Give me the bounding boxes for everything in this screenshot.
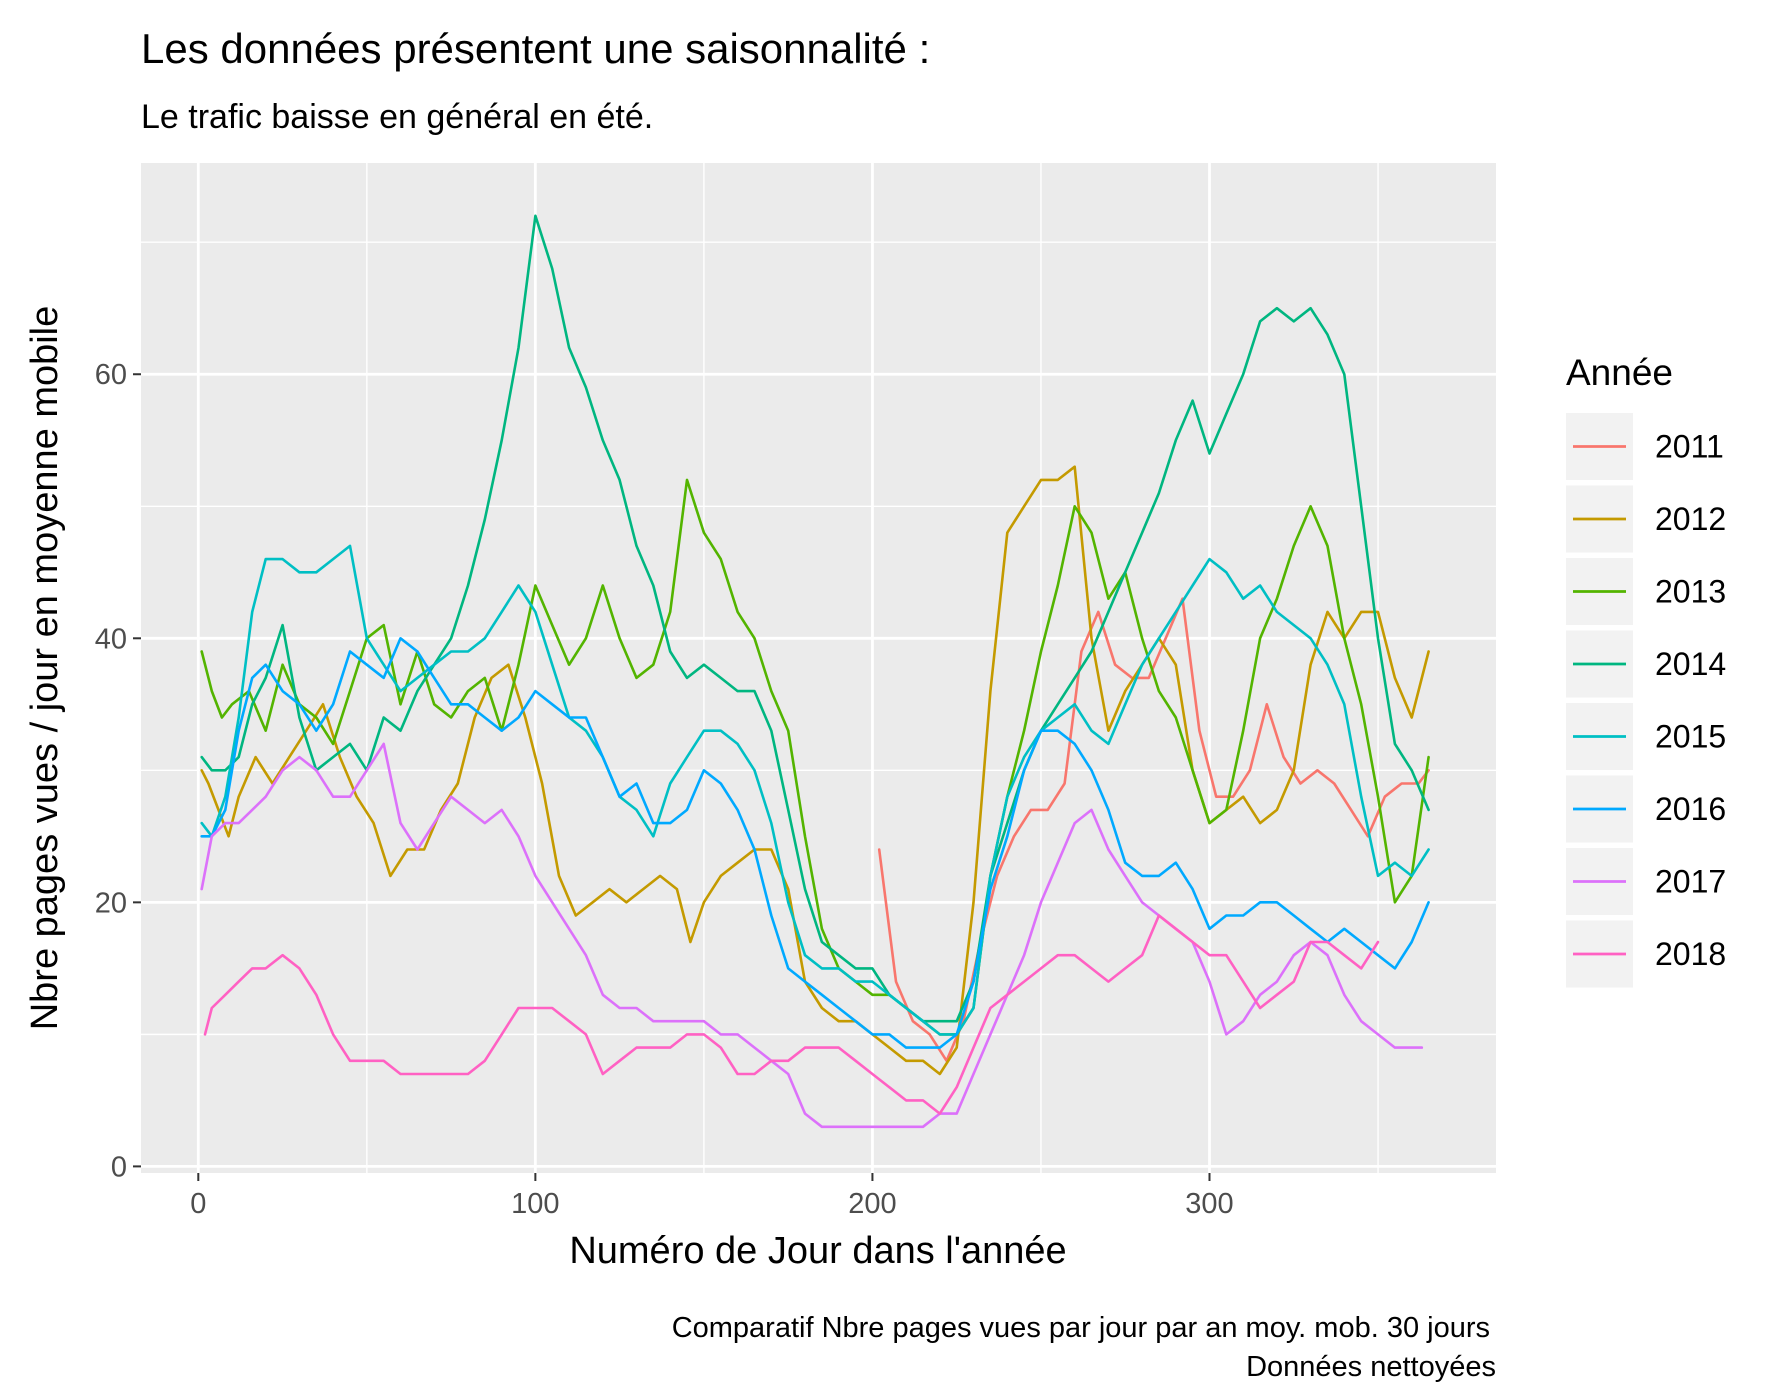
series-line-2014 — [200, 214, 1430, 1023]
series-lines — [200, 214, 1430, 1129]
y-tick-label: 40 — [95, 623, 127, 655]
series-line-2017 — [200, 742, 1424, 1129]
y-tick-label: 60 — [95, 359, 127, 391]
caption-line-2: Données nettoyées — [1246, 1351, 1496, 1383]
legend-label-2013: 2013 — [1655, 574, 1726, 610]
legend: 2011 2012 2013 2014 2015 2016 2017 2018 — [1566, 413, 1726, 988]
x-axis-title: Numéro de Jour dans l'année — [569, 1230, 1066, 1272]
grid-minor — [141, 163, 1496, 1173]
series-line-2016 — [200, 636, 1430, 1049]
x-tick-label: 0 — [190, 1188, 206, 1220]
legend-label-2016: 2016 — [1655, 791, 1726, 827]
legend-label-2012: 2012 — [1655, 501, 1726, 537]
legend-label-2014: 2014 — [1655, 646, 1726, 682]
series-line-2015 — [200, 544, 1430, 1036]
legend-label-2017: 2017 — [1655, 864, 1726, 900]
y-tick-label: 20 — [95, 887, 127, 919]
x-tick-label: 200 — [848, 1188, 896, 1220]
legend-title: Année — [1566, 352, 1673, 393]
series-line-2013 — [200, 478, 1430, 1036]
chart-title: Les données présentent une saisonnalité … — [141, 25, 930, 72]
y-axis-title: Nbre pages vues / jour en moyenne mobile — [24, 306, 66, 1031]
caption-line-1: Comparatif Nbre pages vues par jour par … — [672, 1312, 1490, 1344]
y-axis: 0 20 40 60 — [95, 359, 141, 1183]
legend-label-2011: 2011 — [1655, 429, 1724, 465]
x-axis: 0 100 200 300 — [190, 1173, 1234, 1220]
x-tick-label: 100 — [511, 1188, 559, 1220]
y-tick-label: 0 — [111, 1151, 127, 1183]
series-line-2018 — [203, 914, 1380, 1115]
x-tick-label: 300 — [1185, 1188, 1233, 1220]
legend-label-2018: 2018 — [1655, 936, 1726, 972]
chart-subtitle: Le trafic baisse en général en été. — [141, 98, 653, 136]
series-line-2011 — [877, 597, 1430, 1063]
legend-label-2015: 2015 — [1655, 719, 1726, 755]
